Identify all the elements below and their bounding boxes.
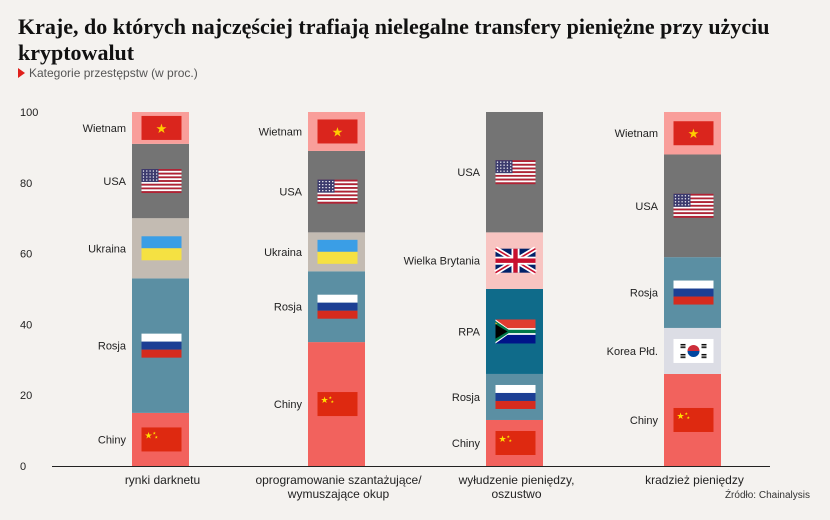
y-tick-label: 0 xyxy=(20,461,26,473)
segment-label: USA xyxy=(635,201,658,213)
segment-label: Korea Płd. xyxy=(607,346,658,358)
vietnam-flag-icon: ★ xyxy=(673,121,714,146)
uk-flag-icon xyxy=(494,246,537,275)
svg-text:★: ★ xyxy=(329,395,333,400)
category-label: wyłudzenie pieniędzy, xyxy=(458,473,575,487)
svg-text:★: ★ xyxy=(155,434,159,439)
usa-flag-icon xyxy=(141,169,182,194)
russia-flag-icon xyxy=(141,333,182,358)
segment-label: Wielka Brytania xyxy=(404,256,481,268)
segment-label: USA xyxy=(457,167,480,179)
subtitle-marker-icon xyxy=(18,68,25,78)
category-label: oprogramowanie szantażujące/ xyxy=(255,473,422,487)
y-tick-label: 80 xyxy=(20,178,32,190)
svg-text:★: ★ xyxy=(156,122,168,137)
segment-label: Chiny xyxy=(630,415,659,427)
russia-flag-icon xyxy=(317,294,358,319)
ukraine-flag-icon xyxy=(317,239,358,264)
bar-stack: ★ ★★ Chiny Rosja RPA Wielka Brytania USA xyxy=(404,112,543,466)
segment-label: Rosja xyxy=(274,302,303,314)
segment-label: Rosja xyxy=(98,341,127,353)
category-label: wymuszające okup xyxy=(287,487,390,501)
segment-label: Ukraina xyxy=(264,247,303,259)
usa-flag-icon xyxy=(317,179,358,204)
category-label: kradzież pieniędzy xyxy=(645,473,744,487)
southafrica-flag-icon xyxy=(495,319,536,344)
china-flag-icon: ★ ★★ xyxy=(673,407,714,432)
segment-label: USA xyxy=(103,176,126,188)
svg-text:★: ★ xyxy=(688,127,700,142)
y-tick-label: 100 xyxy=(20,107,38,119)
usa-flag-icon xyxy=(495,160,536,185)
russia-flag-icon xyxy=(495,384,536,409)
svg-text:★: ★ xyxy=(153,430,157,435)
segment-label: Ukraina xyxy=(88,243,127,255)
segment-label: RPA xyxy=(458,326,480,338)
svg-text:★: ★ xyxy=(509,438,513,443)
source-note: Źródło: Chainalysis xyxy=(724,490,810,501)
ukraine-flag-icon xyxy=(141,236,182,261)
segment-label: Rosja xyxy=(452,392,481,404)
chart-subtitle: Kategorie przestępstw (w proc.) xyxy=(18,66,198,80)
usa-flag-icon xyxy=(673,193,714,218)
china-flag-icon: ★ ★★ xyxy=(317,392,358,417)
svg-text:★: ★ xyxy=(499,435,507,445)
svg-text:★: ★ xyxy=(507,434,511,439)
china-flag-icon: ★ ★★ xyxy=(141,427,182,452)
china-flag-icon: ★ ★★ xyxy=(495,430,536,455)
y-tick-label: 40 xyxy=(20,319,32,331)
category-label: oszustwo xyxy=(491,487,541,501)
svg-text:★: ★ xyxy=(332,125,344,140)
segment-label: Wietnam xyxy=(615,128,658,140)
chart-title: Kraje, do których najczęściej trafiają n… xyxy=(18,14,770,65)
segment-label: Wietnam xyxy=(83,123,126,135)
segment-label: Chiny xyxy=(98,434,127,446)
vietnam-flag-icon: ★ xyxy=(317,119,358,144)
svg-text:★: ★ xyxy=(685,411,689,416)
korea-flag-icon xyxy=(673,338,714,363)
y-tick-label: 60 xyxy=(20,249,32,261)
subtitle-text: Kategorie przestępstw (w proc.) xyxy=(29,66,198,80)
segment-label: Rosja xyxy=(630,288,659,300)
segment-label: Chiny xyxy=(274,399,303,411)
svg-text:★: ★ xyxy=(687,415,691,420)
svg-text:★: ★ xyxy=(145,431,153,441)
segment-label: Wietnam xyxy=(259,126,302,138)
segment-label: Chiny xyxy=(452,438,481,450)
russia-flag-icon xyxy=(673,280,714,305)
segment-label: USA xyxy=(279,187,302,199)
svg-text:★: ★ xyxy=(677,412,685,422)
svg-text:★: ★ xyxy=(331,399,335,404)
svg-text:★: ★ xyxy=(321,396,329,406)
vietnam-flag-icon: ★ xyxy=(141,115,182,140)
y-tick-label: 20 xyxy=(20,390,32,402)
category-label: rynki darknetu xyxy=(125,473,200,487)
